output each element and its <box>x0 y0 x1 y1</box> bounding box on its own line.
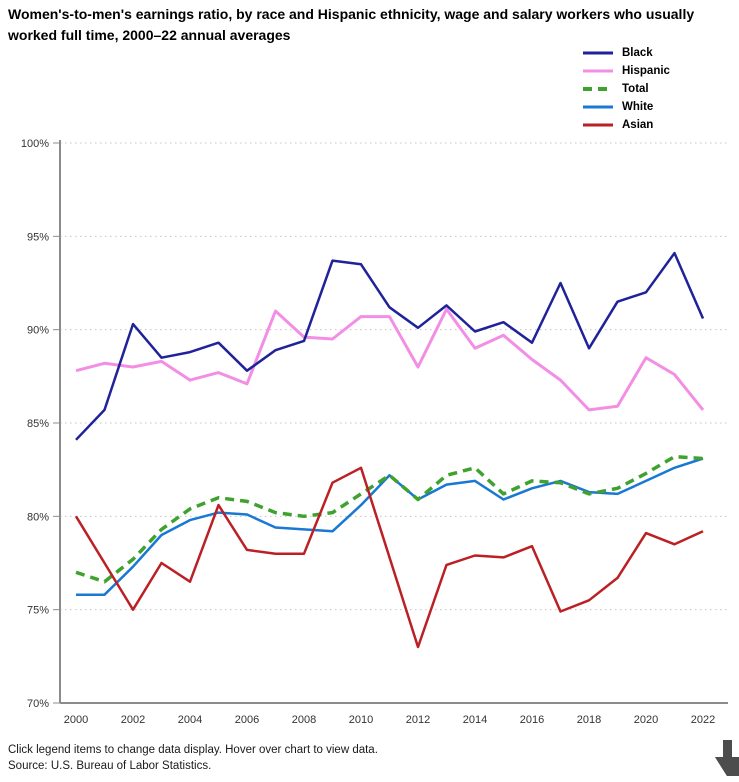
y-tick-label-75: 75% <box>27 605 49 617</box>
legend-swatch-hispanic-line-icon <box>583 69 613 73</box>
plot-area[interactable]: 70% 75% 80% 85% 90% 95% 100% 2000 2002 2004 2006 20… <box>0 0 739 739</box>
y-tick-label-85: 85% <box>27 418 49 430</box>
series-line-asian <box>74 466 704 649</box>
x-tick-label-2020: 2020 <box>634 714 658 726</box>
cursor-down-arrow-icon <box>715 740 739 776</box>
series-line-hispanic <box>75 307 705 412</box>
source-note: Source: U.S. Bureau of Labor Statistics. <box>8 760 212 772</box>
legend-label-total: Total <box>622 83 649 95</box>
legend-swatch-white-line-icon <box>583 105 613 109</box>
legend-item-asian[interactable]: Asian <box>582 116 732 134</box>
x-tick-label-2022: 2022 <box>691 714 715 726</box>
legend-swatch-black-line-icon <box>583 51 613 55</box>
legend-label-white: White <box>622 101 654 113</box>
x-tick-label-2014: 2014 <box>463 714 487 726</box>
x-tick-label-2012: 2012 <box>406 714 430 726</box>
x-tick-label-2016: 2016 <box>520 714 544 726</box>
legend-label-hispanic: Hispanic <box>622 65 670 77</box>
x-tick-label-2002: 2002 <box>121 714 145 726</box>
chart-footer: Click legend items to change data displa… <box>8 742 608 774</box>
y-tick-label-100: 100% <box>21 138 49 150</box>
x-tick-label-2010: 2010 <box>349 714 373 726</box>
legend-label-asian: Asian <box>622 119 654 131</box>
legend-swatch-total-line-icon <box>583 87 613 91</box>
x-tick-label-2004: 2004 <box>178 714 202 726</box>
y-tick-label-80: 80% <box>27 511 49 523</box>
interaction-hint: Click legend items to change data displa… <box>8 744 378 756</box>
legend-item-hispanic[interactable]: Hispanic <box>582 62 732 80</box>
series-line-white <box>76 457 704 596</box>
legend-item-total[interactable]: Total <box>582 80 732 98</box>
x-tick-label-2000: 2000 <box>64 714 88 726</box>
legend-swatch-asian-line-icon <box>583 123 613 127</box>
legend-item-black[interactable]: Black <box>582 44 732 62</box>
x-tick-label-2018: 2018 <box>577 714 601 726</box>
series-line-total <box>75 454 704 584</box>
x-tick-label-2008: 2008 <box>292 714 316 726</box>
chart-title: Women's-to-men's earnings ratio, by race… <box>8 6 695 43</box>
y-tick-label-70: 70% <box>27 698 49 710</box>
series-line-black <box>75 251 705 441</box>
y-tick-label-95: 95% <box>27 231 49 243</box>
x-tick-label-2006: 2006 <box>235 714 259 726</box>
earnings-ratio-chart[interactable]: 70% 75% 80% 85% 90% 95% 100% 2000 2002 2004 2006 20… <box>0 0 739 739</box>
y-tick-label-90: 90% <box>27 325 49 337</box>
chart-legend: Black Hispanic Total White Asian <box>582 44 732 134</box>
legend-label-black: Black <box>622 47 653 59</box>
legend-item-white[interactable]: White <box>582 98 732 116</box>
